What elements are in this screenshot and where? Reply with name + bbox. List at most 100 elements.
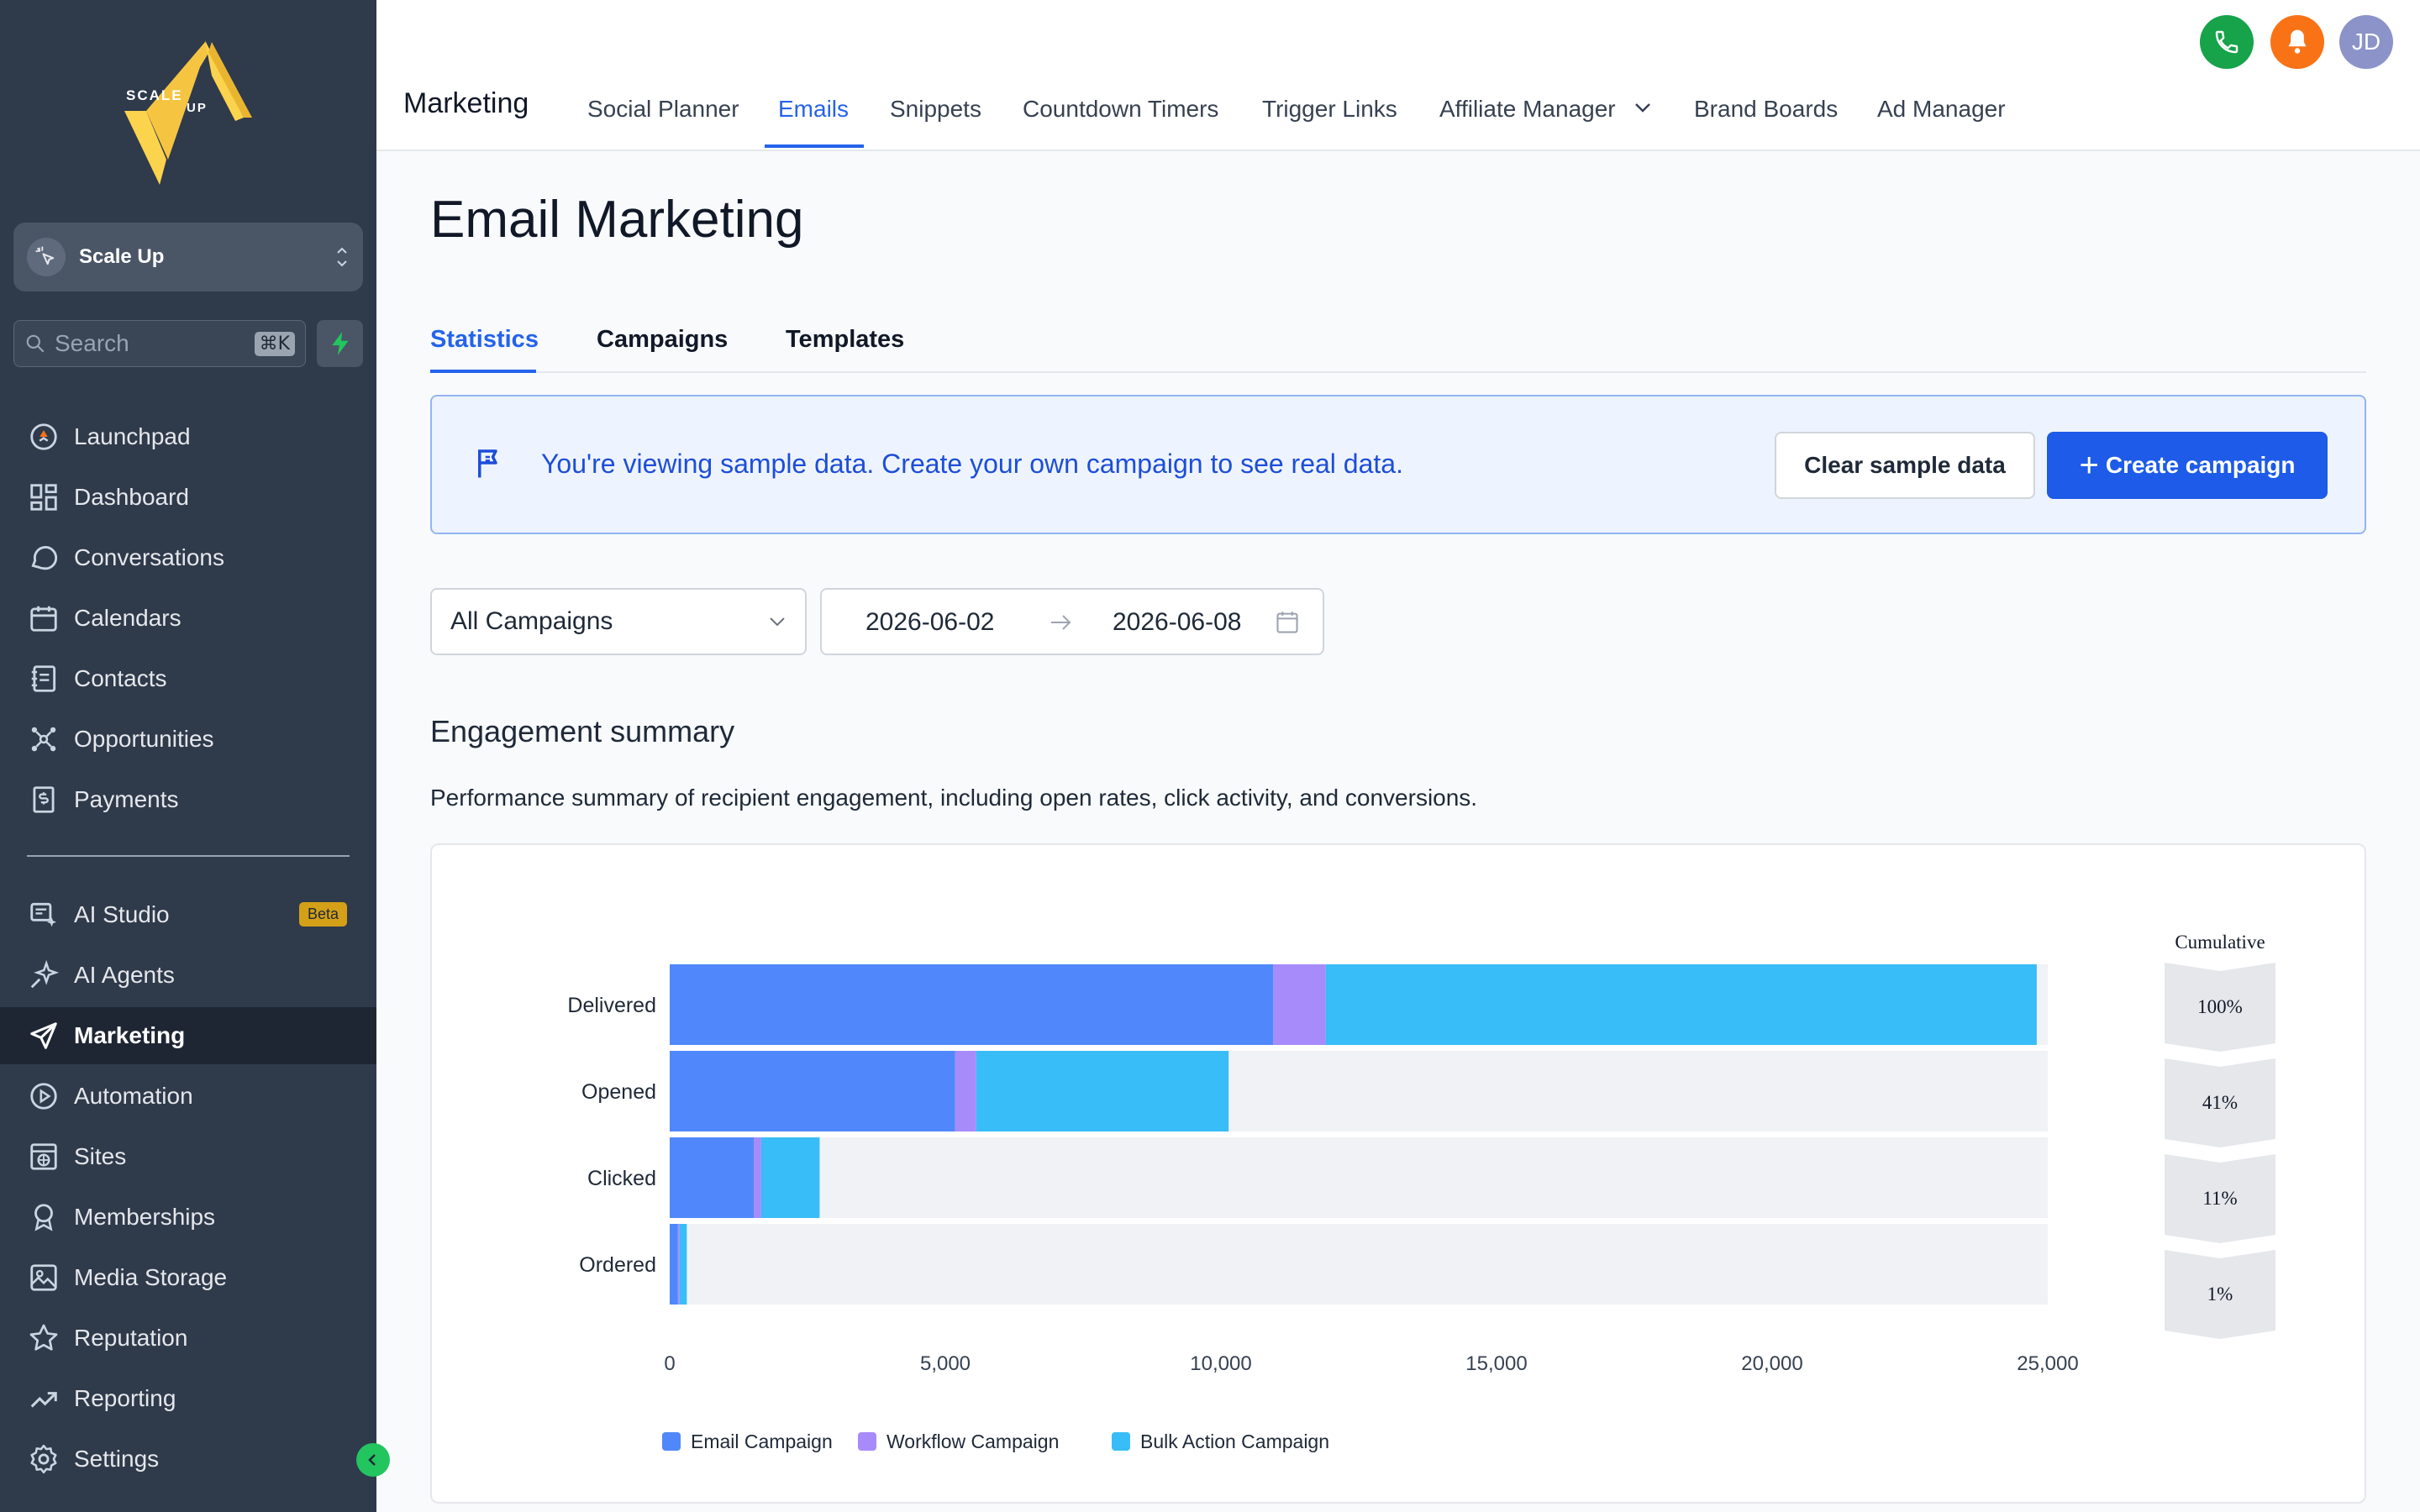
- bell-icon: [2288, 29, 2307, 54]
- bar-segment: [670, 1137, 755, 1218]
- sidebar-item-contacts[interactable]: Contacts: [0, 650, 376, 707]
- sidebar-item-label: Launchpad: [74, 423, 191, 449]
- bar-segment: [677, 1224, 680, 1305]
- sidebar-item-dashboard[interactable]: Dashboard: [0, 469, 376, 526]
- topnav-brand-boards[interactable]: Brand Boards: [1694, 96, 1839, 122]
- rocket-icon: [27, 420, 60, 454]
- category-label: Ordered: [579, 1253, 656, 1277]
- bar-segment: [1273, 964, 1326, 1045]
- sidebar-item-reputation[interactable]: Reputation: [0, 1310, 376, 1367]
- calendar-icon: [27, 601, 60, 635]
- x-tick-label: 10,000: [1190, 1352, 1251, 1375]
- create-campaign-label: Create campaign: [2105, 452, 2296, 478]
- topnav-ad-manager[interactable]: Ad Manager: [1877, 96, 2006, 122]
- sidebar-item-automation[interactable]: Automation: [0, 1068, 376, 1125]
- sidebar-item-launchpad[interactable]: Launchpad: [0, 408, 376, 465]
- date-range-picker[interactable]: 2026-06-02 2026-06-08: [820, 588, 1324, 655]
- sidebar-item-ai-studio[interactable]: AI Studio: [0, 886, 376, 943]
- sidebar-item-ai-agents[interactable]: AI Agents: [0, 947, 376, 1004]
- legend-swatch: [662, 1432, 681, 1451]
- workspace-switcher[interactable]: Scale Up: [13, 223, 363, 291]
- tab-active-indicator: [430, 370, 536, 373]
- badge-icon: [27, 1200, 60, 1234]
- phone-button[interactable]: [2200, 15, 2254, 69]
- create-campaign-button[interactable]: + Create campaign: [2047, 432, 2328, 499]
- user-avatar[interactable]: JD: [2339, 15, 2393, 69]
- logo-text-scale: SCALE: [126, 87, 183, 103]
- cumulative-value: 1%: [2207, 1284, 2233, 1305]
- sidebar-item-marketing[interactable]: Marketing: [0, 1007, 376, 1064]
- cumulative-marker: [2165, 1154, 2275, 1243]
- tab-campaigns[interactable]: Campaigns: [597, 326, 729, 353]
- notifications-button[interactable]: [2270, 15, 2324, 69]
- legend-swatch: [858, 1432, 876, 1451]
- x-tick-label: 5,000: [920, 1352, 971, 1375]
- sidebar-item-sites[interactable]: Sites: [0, 1128, 376, 1185]
- bar-segment: [976, 1051, 1229, 1131]
- topnav-trigger-links[interactable]: Trigger Links: [1262, 96, 1397, 122]
- search-placeholder: Search: [55, 330, 129, 356]
- topnav-social-planner[interactable]: Social Planner: [587, 96, 739, 122]
- bar-segment: [679, 1224, 687, 1305]
- campaign-select[interactable]: All Campaigns: [430, 588, 807, 655]
- flag-icon: [478, 449, 497, 478]
- section-title: Engagement summary: [430, 714, 735, 748]
- sidebar-item-label: Calendars: [74, 605, 182, 631]
- sidebar-item-label: Conversations: [74, 544, 224, 570]
- phone-icon: [2215, 30, 2238, 54]
- clear-sample-data-button[interactable]: Clear sample data: [1775, 432, 2035, 499]
- bar-segment: [670, 1051, 955, 1131]
- tabs-divider: [430, 371, 2366, 373]
- sidebar-item-media-storage[interactable]: Media Storage: [0, 1249, 376, 1306]
- gear-icon: [27, 1442, 60, 1476]
- bar-segment: [670, 964, 1274, 1045]
- bolt-icon: [331, 332, 349, 355]
- topnav-emails[interactable]: Emails: [778, 96, 850, 122]
- arrow-right-icon: [1051, 615, 1071, 630]
- sidebar-item-label: AI Studio: [74, 901, 170, 927]
- sidebar-item-conversations[interactable]: Conversations: [0, 529, 376, 586]
- user-initials: JD: [2351, 29, 2381, 55]
- sidebar-item-label: Reporting: [74, 1385, 176, 1411]
- legend-label: Workflow Campaign: [886, 1431, 1059, 1452]
- category-label: Opened: [581, 1080, 656, 1104]
- cumulative-value: 100%: [2197, 996, 2243, 1017]
- contacts-icon: [27, 662, 60, 696]
- scale-up-logo[interactable]: SCALE UP: [118, 34, 260, 185]
- sidebar: SCALE UP Scale Up Search ⌘K Launchpad Das…: [0, 0, 376, 1512]
- chevron-updown-icon: [337, 247, 347, 267]
- chevron-down-icon[interactable]: [1634, 101, 1652, 114]
- sidebar-item-reporting[interactable]: Reporting: [0, 1370, 376, 1427]
- sidebar-collapse-button[interactable]: [356, 1443, 390, 1477]
- bar-segment: [670, 1224, 678, 1305]
- date-end[interactable]: 2026-06-08: [1113, 608, 1242, 636]
- quick-action-button[interactable]: [317, 320, 363, 367]
- bar-segment: [1325, 964, 2037, 1045]
- date-start[interactable]: 2026-06-02: [865, 608, 995, 636]
- bar-segment: [754, 1137, 761, 1218]
- engagement-chart-card: Delivered Opened Clicked Ordered 0 5,000 10,00…: [430, 843, 2366, 1504]
- cumulative-value: 41%: [2202, 1092, 2238, 1113]
- sidebar-item-label: Reputation: [74, 1325, 188, 1351]
- sidebar-item-payments[interactable]: Payments: [0, 771, 376, 828]
- sidebar-item-memberships[interactable]: Memberships: [0, 1189, 376, 1246]
- tab-statistics[interactable]: Statistics: [430, 326, 539, 353]
- tab-templates[interactable]: Templates: [786, 326, 905, 353]
- x-tick-label: 20,000: [1741, 1352, 1802, 1375]
- trend-icon: [27, 1382, 60, 1415]
- topnav-snippets[interactable]: Snippets: [890, 96, 981, 122]
- cumulative-marker: [2165, 963, 2275, 1052]
- sample-data-banner: You're viewing sample data. Create your …: [430, 395, 2366, 534]
- sidebar-item-opportunities[interactable]: Opportunities: [0, 711, 376, 768]
- sidebar-item-calendars[interactable]: Calendars: [0, 590, 376, 647]
- cumulative-title: Cumulative: [2175, 932, 2265, 953]
- banner-text: You're viewing sample data. Create your …: [541, 449, 1403, 479]
- chevron-down-icon: [770, 617, 785, 627]
- sidebar-item-settings[interactable]: Settings: [0, 1431, 376, 1488]
- chat-icon: [27, 541, 60, 575]
- engagement-chart: Delivered Opened Clicked Ordered 0 5,000 10,00…: [567, 932, 2275, 1452]
- campaign-select-value: All Campaigns: [450, 607, 613, 635]
- topnav-countdown-timers[interactable]: Countdown Timers: [1023, 96, 1219, 122]
- search-input[interactable]: Search ⌘K: [13, 320, 306, 367]
- topnav-affiliate-manager[interactable]: Affiliate Manager: [1439, 96, 1616, 122]
